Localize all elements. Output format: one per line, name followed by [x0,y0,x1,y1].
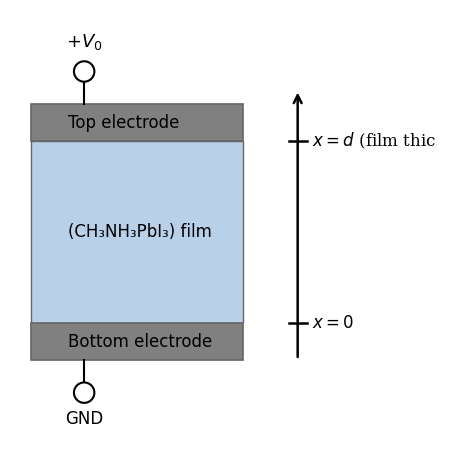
Text: $x = d$ (film thic: $x = d$ (film thic [312,131,437,151]
Text: GND: GND [65,410,103,428]
Bar [31,323,243,360]
Text: $x = 0$: $x = 0$ [312,315,355,332]
Circle shape [74,383,94,403]
Circle shape [74,61,94,82]
Text: Top electrode: Top electrode [68,114,179,132]
Text: Bottom electrode: Bottom electrode [68,333,212,351]
Bar [31,104,243,141]
Bar [31,141,243,323]
Text: (CH₃NH₃PbI₃) film: (CH₃NH₃PbI₃) film [68,223,211,241]
Text: $+V_0$: $+V_0$ [66,32,102,52]
